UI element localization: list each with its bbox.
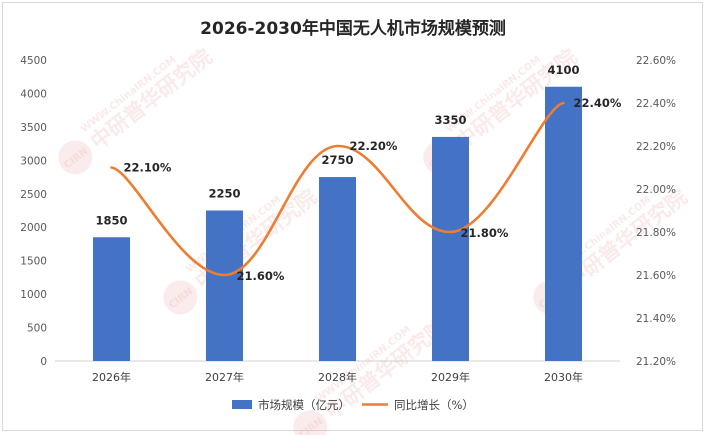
bar — [545, 86, 582, 361]
y-right-tick-label: 21.80% — [636, 227, 676, 239]
y-left-tick-label: 2000 — [20, 222, 47, 234]
y-left-tick-label: 3000 — [20, 155, 47, 167]
bar — [432, 136, 469, 361]
y-left-tick-label: 2500 — [20, 189, 47, 201]
line-data-label: 22.20% — [350, 139, 398, 153]
watermark-seal-icon — [163, 280, 198, 315]
legend-bar-label: 市场规模（亿元） — [258, 398, 350, 412]
line-data-label: 22.10% — [124, 161, 172, 175]
y-right-tick-label: 22.00% — [636, 184, 676, 196]
y-left-tick-label: 500 — [27, 323, 47, 335]
legend-bar-swatch — [232, 400, 252, 409]
legend: 市场规模（亿元） 同比增长（%） — [232, 398, 474, 412]
bar — [319, 177, 356, 361]
y-left-tick-label: 0 — [40, 356, 47, 368]
bar-data-label: 1850 — [95, 213, 127, 227]
x-tick-label: 2028年 — [318, 370, 357, 384]
y-left-tick-label: 4000 — [20, 88, 47, 100]
x-tick-label: 2027年 — [205, 370, 244, 384]
bar-data-label: 2250 — [208, 187, 240, 201]
x-tick-label: 2030年 — [544, 370, 583, 384]
bar-data-label: 4100 — [547, 63, 579, 77]
watermark-seal-icon — [58, 140, 93, 175]
y-left-tick-label: 3500 — [20, 122, 47, 134]
x-tick-label: 2029年 — [431, 370, 470, 384]
y-left-tick-label: 1000 — [20, 289, 47, 301]
line-data-label: 21.60% — [237, 269, 285, 283]
y-right-tick-label: 22.20% — [636, 141, 676, 153]
bar-data-label: 2750 — [321, 153, 353, 167]
y-right-tick-label: 21.40% — [636, 313, 676, 325]
bar — [93, 237, 130, 361]
line-layer: 22.10% 21.60% 22.20% 21.80% 22.40% — [110, 96, 622, 283]
watermark-seal-icon — [293, 410, 328, 435]
x-tick-label: 2026年 — [92, 370, 131, 384]
y-right-tick-label: 21.20% — [636, 356, 676, 368]
y-left-tick-label: 4500 — [20, 55, 47, 67]
chart-title: 2026-2030年中国无人机市场规模预测 — [200, 18, 506, 39]
bar — [206, 210, 243, 361]
y-left-tick-label: 1500 — [20, 256, 47, 268]
y-right-tick-label: 22.60% — [636, 55, 676, 67]
legend-line-label: 同比增长（%） — [394, 398, 474, 412]
y-right-tick-label: 21.60% — [636, 270, 676, 282]
bar-data-label: 3350 — [434, 113, 466, 127]
bars-layer: 1850 2250 2750 3350 4100 — [93, 63, 582, 361]
line-data-label: 22.40% — [574, 96, 622, 110]
y-right-tick-label: 22.40% — [636, 98, 676, 110]
watermark-brand: 中研普华研究院 — [86, 45, 217, 154]
line-data-label: 21.80% — [461, 226, 509, 240]
